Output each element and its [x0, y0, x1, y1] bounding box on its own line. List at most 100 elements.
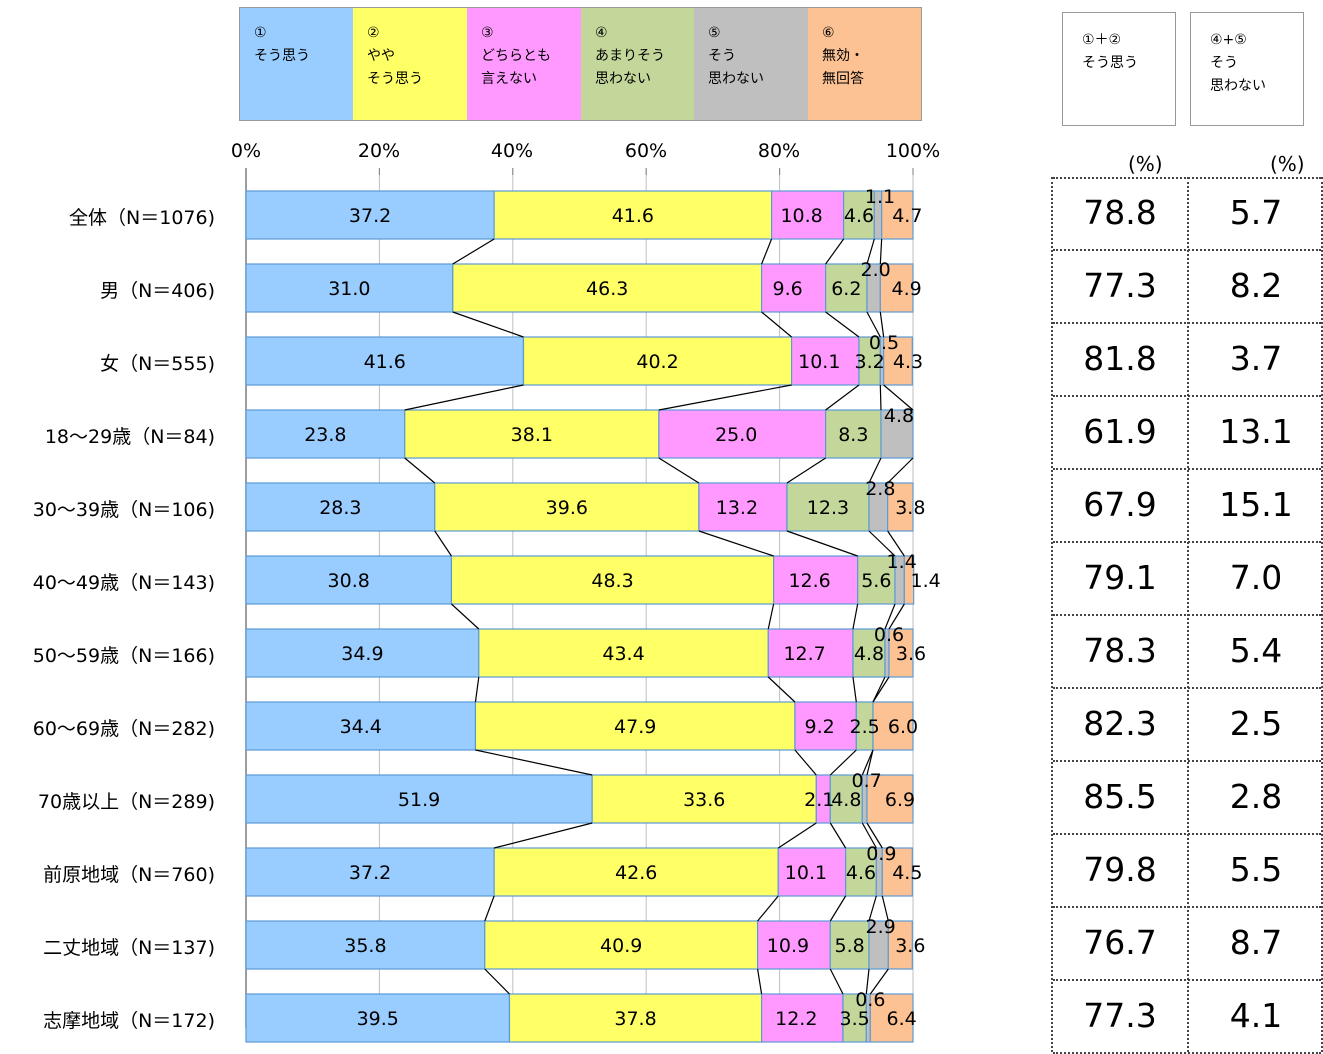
connector-line: [865, 968, 870, 995]
connector-line: [884, 603, 896, 630]
table-row-divider: [1053, 614, 1321, 616]
legend-text: 思わない: [595, 71, 651, 87]
connector-line: [452, 311, 524, 338]
table-row-divider: [1053, 177, 1321, 179]
connector-line: [493, 822, 593, 849]
data-label: 4.5: [892, 862, 922, 884]
data-label: 6.0: [888, 716, 918, 738]
data-label: 5.6: [861, 570, 891, 592]
data-label: 0.6: [855, 989, 885, 1011]
table-row-divider: [1053, 833, 1321, 835]
pct-unit-label: (%): [1128, 152, 1163, 176]
bar-segment: [881, 190, 914, 240]
category-label: 男（N＝406): [100, 280, 215, 302]
bar-segment: [245, 993, 511, 1043]
legend-text: 言えない: [481, 71, 537, 87]
bar-segment: [767, 628, 854, 678]
data-label: 43.4: [602, 643, 644, 665]
data-label: 47.9: [614, 716, 656, 738]
connector-line: [756, 968, 763, 995]
legend-text: そう思う: [254, 48, 310, 64]
connector-line: [658, 384, 792, 411]
connector-line: [829, 895, 847, 922]
x-tick-label: 80%: [757, 140, 801, 162]
connector-line: [777, 822, 817, 849]
data-label: 39.6: [546, 497, 588, 519]
bar-segment: [829, 920, 870, 970]
summary-table: 78.8 5.7 77.3 8.2 81.8 3.7 61.9 13.1 67.9 15.1 79.…: [1051, 177, 1323, 1054]
connector-line: [698, 530, 774, 557]
data-label: 2.1: [804, 789, 834, 811]
table-row-divider: [1053, 687, 1321, 689]
connector-line: [829, 968, 844, 995]
data-label: 37.2: [349, 862, 391, 884]
data-label: 0.7: [852, 770, 882, 792]
data-label: 9.2: [805, 716, 835, 738]
data-label: 0.9: [866, 843, 896, 865]
summary-header-line: そう: [1210, 55, 1238, 71]
connector-line: [794, 749, 817, 776]
legend-item-5: ⑤ そう 思わない: [694, 8, 808, 120]
data-label: 41.6: [364, 351, 406, 373]
data-label: 6.9: [885, 789, 915, 811]
bar-segment: [880, 409, 914, 459]
data-label: 38.1: [511, 424, 553, 446]
data-label: 4.9: [892, 278, 922, 300]
bar-segment: [245, 774, 593, 824]
category-label: 前原地域（N＝760): [43, 864, 215, 886]
data-label: 28.3: [319, 497, 361, 519]
category-label: 50～59歳（N＝166): [32, 645, 215, 667]
connector-line: [434, 530, 452, 557]
connector-line: [879, 311, 885, 338]
bar-segment: [825, 263, 868, 313]
summary-disagree-value: 8.2: [1229, 266, 1283, 305]
bar-segment: [522, 336, 793, 386]
bar-segment: [786, 482, 870, 532]
data-label: 13.2: [716, 497, 758, 519]
data-label: 8.3: [838, 424, 868, 446]
bar-segment: [245, 263, 454, 313]
data-label: 40.9: [600, 935, 642, 957]
data-label: 12.2: [775, 1008, 817, 1030]
connector-line: [866, 311, 881, 338]
summary-agree-value: 76.7: [1083, 923, 1157, 962]
category-label: 女（N＝555): [100, 353, 215, 375]
pct-unit-label: (%): [1270, 152, 1305, 176]
bar-segment: [245, 847, 495, 897]
legend-item-6: ⑥ 無効・ 無回答: [808, 8, 921, 120]
connector-line: [866, 822, 883, 849]
connector-line: [475, 749, 593, 776]
table-row-divider: [1053, 395, 1321, 397]
x-tick-label: 60%: [624, 140, 668, 162]
category-label: 18～29歳（N＝84): [44, 426, 215, 448]
bar-segment: [879, 263, 914, 313]
data-label: 4.7: [892, 205, 922, 227]
data-label: 41.6: [612, 205, 654, 227]
bar-segment: [869, 993, 914, 1043]
data-label: 4.6: [844, 205, 874, 227]
data-label: 3.6: [896, 643, 926, 665]
data-label: 3.6: [895, 935, 925, 957]
data-label: 9.6: [772, 278, 802, 300]
summary-header-line: ①＋②: [1082, 32, 1122, 48]
x-tick-label: 100%: [885, 140, 941, 162]
connector-line: [861, 749, 874, 776]
table-row-divider: [1053, 249, 1321, 251]
summary-agree-value: 82.3: [1083, 704, 1157, 743]
connector-line: [887, 457, 914, 484]
bar-segment: [493, 190, 773, 240]
summary-agree-value: 78.8: [1083, 193, 1157, 232]
connector-line: [761, 238, 773, 265]
data-label: 4.8: [884, 405, 914, 427]
bar-segment: [245, 190, 495, 240]
connector-line: [825, 238, 845, 265]
data-label: 1.1: [865, 186, 895, 208]
bar-segment: [881, 847, 913, 897]
data-label: 3.8: [895, 497, 925, 519]
data-label: 2.0: [861, 259, 891, 281]
connector-line: [484, 968, 510, 995]
connector-line: [484, 895, 495, 922]
bar-segment: [658, 409, 827, 459]
connector-line: [868, 457, 882, 484]
data-label: 37.8: [614, 1008, 656, 1030]
